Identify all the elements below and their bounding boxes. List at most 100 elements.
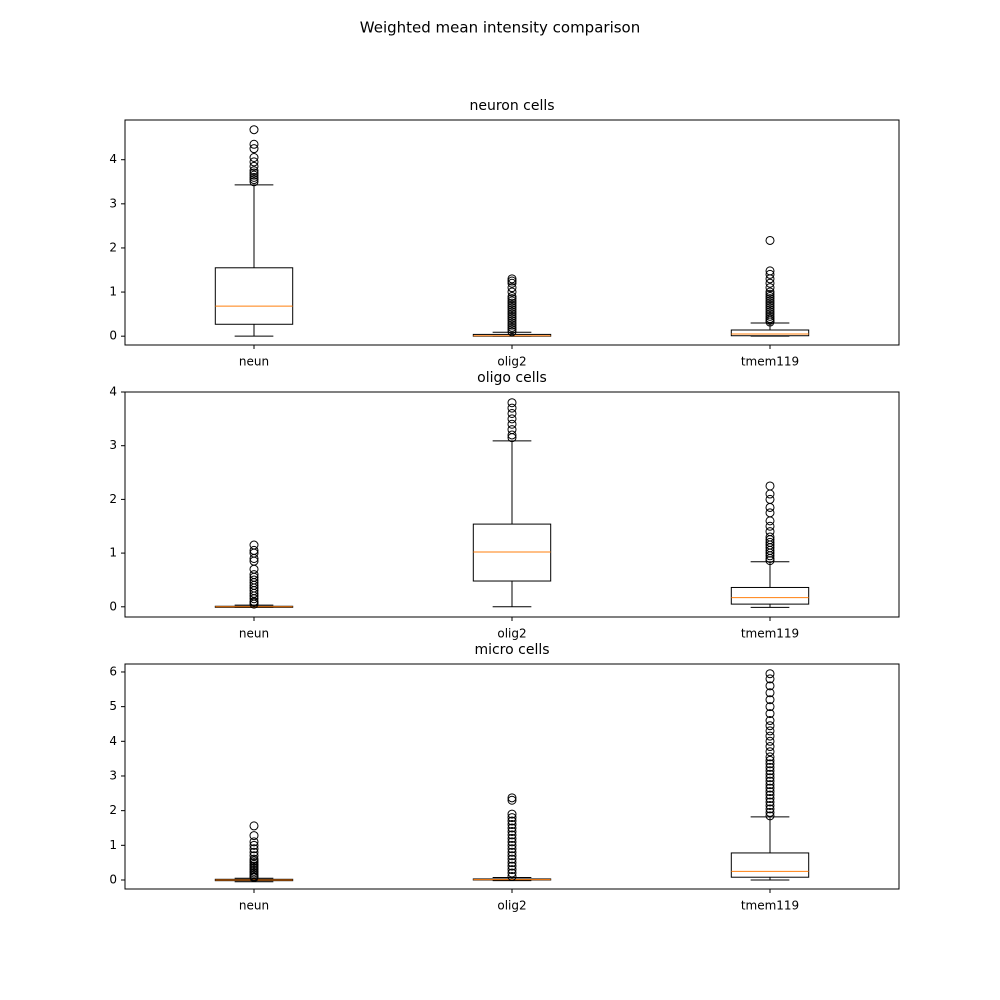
- flier: [765, 307, 775, 317]
- flier: [507, 291, 517, 301]
- flier: [249, 837, 259, 847]
- y-tick-label: 0: [109, 599, 117, 613]
- subplot-title: micro cells: [474, 642, 549, 658]
- x-tick-label: olig2: [497, 627, 526, 641]
- flier: [249, 854, 259, 864]
- flier: [765, 726, 775, 736]
- flier: [507, 430, 517, 440]
- flier: [765, 716, 775, 726]
- flier: [249, 831, 259, 841]
- x-tick-label: tmem119: [741, 355, 799, 369]
- flier: [507, 840, 517, 850]
- flier: [765, 742, 775, 752]
- flier: [507, 278, 517, 288]
- flier: [507, 847, 517, 857]
- flier: [249, 575, 259, 585]
- flier: [507, 865, 517, 875]
- flier: [765, 695, 775, 705]
- flier: [765, 298, 775, 308]
- flier: [765, 797, 775, 807]
- flier: [765, 755, 775, 765]
- flier: [765, 674, 775, 684]
- y-tick-label: 4: [109, 152, 117, 166]
- flier: [765, 769, 775, 779]
- flier: [507, 813, 517, 823]
- flier: [765, 766, 775, 776]
- flier: [507, 823, 517, 833]
- x-tick-label: neun: [239, 899, 269, 913]
- flier: [507, 833, 517, 843]
- flier: [507, 398, 517, 408]
- y-tick-label: 2: [109, 240, 117, 254]
- figure-title: Weighted mean intensity comparison: [360, 19, 640, 37]
- x-tick-label: neun: [239, 627, 269, 641]
- y-tick-label: 3: [109, 196, 117, 210]
- flier: [765, 776, 775, 786]
- flier: [507, 305, 517, 315]
- flier: [765, 759, 775, 769]
- flier: [765, 783, 775, 793]
- flier: [507, 854, 517, 864]
- flier: [765, 294, 775, 304]
- flier: [507, 300, 517, 310]
- flier: [765, 731, 775, 741]
- flier: [765, 269, 775, 279]
- flier: [507, 287, 517, 297]
- flier: [765, 669, 775, 679]
- flier: [765, 709, 775, 719]
- flier: [765, 681, 775, 691]
- flier: [249, 540, 259, 550]
- flier: [249, 153, 259, 162]
- flier: [765, 287, 775, 297]
- flier: [507, 844, 517, 854]
- flier: [765, 721, 775, 731]
- flier: [765, 300, 775, 310]
- flier: [507, 403, 517, 413]
- flier: [249, 172, 259, 182]
- flier: [765, 235, 775, 245]
- flier: [249, 157, 259, 167]
- flier: [765, 481, 775, 491]
- flier: [249, 161, 259, 171]
- y-tick-label: 1: [109, 546, 117, 560]
- flier: [765, 790, 775, 800]
- flier: [507, 296, 517, 306]
- flier: [507, 414, 517, 424]
- flier: [507, 283, 517, 293]
- flier: [765, 494, 775, 504]
- y-tick-label: 4: [109, 385, 117, 399]
- flier: [765, 532, 775, 542]
- flier: [507, 316, 517, 326]
- flier: [765, 527, 775, 537]
- y-tick-label: 3: [109, 438, 117, 452]
- flier: [249, 168, 259, 178]
- flier: [765, 314, 775, 324]
- y-tick-label: 3: [109, 768, 117, 782]
- flier: [765, 303, 775, 312]
- flier: [507, 851, 517, 861]
- flier: [249, 840, 259, 850]
- flier: [507, 309, 517, 319]
- x-tick-label: olig2: [497, 899, 526, 913]
- flier: [507, 858, 517, 868]
- flier: [765, 291, 775, 301]
- flier: [249, 175, 259, 185]
- flier: [507, 320, 517, 330]
- subplot-title: neuron cells: [469, 98, 554, 114]
- y-tick-label: 1: [109, 838, 117, 852]
- flier: [507, 311, 517, 321]
- box: [730, 329, 810, 337]
- y-tick-label: 0: [109, 329, 117, 343]
- flier: [507, 303, 517, 312]
- flier: [507, 837, 517, 847]
- box: [214, 267, 294, 325]
- x-tick-label: olig2: [497, 355, 526, 369]
- flier: [765, 773, 775, 783]
- flier: [507, 408, 517, 418]
- flier: [765, 305, 775, 315]
- flier: [765, 780, 775, 790]
- flier: [507, 298, 517, 308]
- axes-frame: [124, 391, 900, 618]
